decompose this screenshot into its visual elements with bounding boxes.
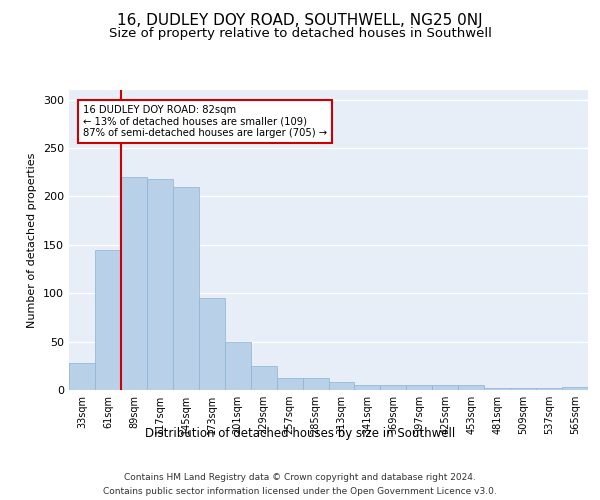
Text: Contains HM Land Registry data © Crown copyright and database right 2024.: Contains HM Land Registry data © Crown c… xyxy=(124,472,476,482)
Bar xyxy=(225,342,251,390)
Bar xyxy=(458,385,484,390)
Text: Contains public sector information licensed under the Open Government Licence v3: Contains public sector information licen… xyxy=(103,488,497,496)
Bar xyxy=(562,387,588,390)
Text: Distribution of detached houses by size in Southwell: Distribution of detached houses by size … xyxy=(145,428,455,440)
Bar xyxy=(251,366,277,390)
Bar xyxy=(302,378,329,390)
Bar xyxy=(69,363,95,390)
Bar xyxy=(95,250,121,390)
Bar xyxy=(536,388,562,390)
Text: 16 DUDLEY DOY ROAD: 82sqm
← 13% of detached houses are smaller (109)
87% of semi: 16 DUDLEY DOY ROAD: 82sqm ← 13% of detac… xyxy=(83,104,328,138)
Text: Size of property relative to detached houses in Southwell: Size of property relative to detached ho… xyxy=(109,28,491,40)
Bar xyxy=(355,385,380,390)
Bar xyxy=(380,385,406,390)
Bar xyxy=(406,385,432,390)
Y-axis label: Number of detached properties: Number of detached properties xyxy=(28,152,37,328)
Bar xyxy=(484,388,510,390)
Bar xyxy=(121,177,147,390)
Text: 16, DUDLEY DOY ROAD, SOUTHWELL, NG25 0NJ: 16, DUDLEY DOY ROAD, SOUTHWELL, NG25 0NJ xyxy=(117,12,483,28)
Bar xyxy=(510,388,536,390)
Bar xyxy=(433,385,458,390)
Bar xyxy=(329,382,355,390)
Bar xyxy=(199,298,224,390)
Bar xyxy=(173,187,199,390)
Bar xyxy=(147,179,173,390)
Bar xyxy=(277,378,302,390)
